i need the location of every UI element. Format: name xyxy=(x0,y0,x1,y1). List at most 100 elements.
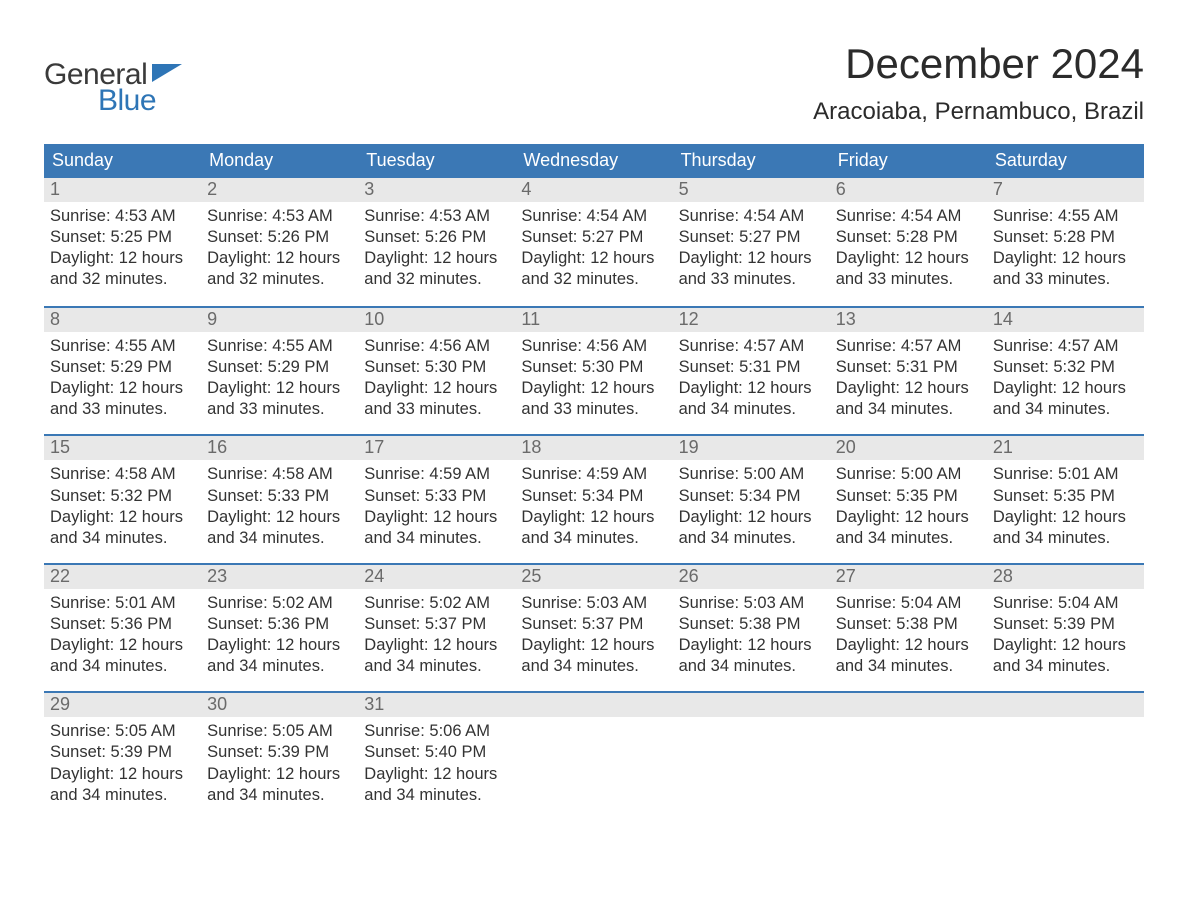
daylight-line1: Daylight: 12 hours xyxy=(50,378,195,399)
day-cell: 26Sunrise: 5:03 AMSunset: 5:38 PMDayligh… xyxy=(673,565,830,691)
sunrise-text: Sunrise: 4:53 AM xyxy=(364,206,509,227)
day-cell: 7Sunrise: 4:55 AMSunset: 5:28 PMDaylight… xyxy=(987,178,1144,306)
daylight-line1: Daylight: 12 hours xyxy=(364,248,509,269)
day-body: Sunrise: 4:56 AMSunset: 5:30 PMDaylight:… xyxy=(358,332,515,434)
daylight-line2: and 34 minutes. xyxy=(679,656,824,677)
daylight-line2: and 34 minutes. xyxy=(364,785,509,806)
daylight-line1: Daylight: 12 hours xyxy=(679,635,824,656)
daylight-line1: Daylight: 12 hours xyxy=(993,378,1138,399)
sunset-text: Sunset: 5:35 PM xyxy=(993,486,1138,507)
sunrise-text: Sunrise: 4:53 AM xyxy=(50,206,195,227)
sunrise-text: Sunrise: 5:06 AM xyxy=(364,721,509,742)
day-cell: 27Sunrise: 5:04 AMSunset: 5:38 PMDayligh… xyxy=(830,565,987,691)
sunrise-text: Sunrise: 5:03 AM xyxy=(679,593,824,614)
day-number: 27 xyxy=(830,565,987,589)
dayname-thursday: Thursday xyxy=(673,144,830,178)
daylight-line1: Daylight: 12 hours xyxy=(993,248,1138,269)
daylight-line2: and 34 minutes. xyxy=(836,528,981,549)
sunrise-text: Sunrise: 4:55 AM xyxy=(993,206,1138,227)
day-body: Sunrise: 4:54 AMSunset: 5:28 PMDaylight:… xyxy=(830,202,987,304)
day-cell xyxy=(673,693,830,819)
day-cell: 31Sunrise: 5:06 AMSunset: 5:40 PMDayligh… xyxy=(358,693,515,819)
sunset-text: Sunset: 5:38 PM xyxy=(836,614,981,635)
day-cell: 12Sunrise: 4:57 AMSunset: 5:31 PMDayligh… xyxy=(673,308,830,434)
day-cell: 13Sunrise: 4:57 AMSunset: 5:31 PMDayligh… xyxy=(830,308,987,434)
day-body: Sunrise: 5:00 AMSunset: 5:34 PMDaylight:… xyxy=(673,460,830,562)
day-body: Sunrise: 4:53 AMSunset: 5:26 PMDaylight:… xyxy=(358,202,515,304)
day-body: Sunrise: 4:56 AMSunset: 5:30 PMDaylight:… xyxy=(515,332,672,434)
sunrise-text: Sunrise: 5:01 AM xyxy=(993,464,1138,485)
sunrise-text: Sunrise: 5:05 AM xyxy=(50,721,195,742)
sunset-text: Sunset: 5:28 PM xyxy=(836,227,981,248)
sunrise-text: Sunrise: 4:57 AM xyxy=(679,336,824,357)
daylight-line1: Daylight: 12 hours xyxy=(50,248,195,269)
month-title: December 2024 xyxy=(813,40,1144,88)
day-body: Sunrise: 4:58 AMSunset: 5:32 PMDaylight:… xyxy=(44,460,201,562)
day-body: Sunrise: 5:04 AMSunset: 5:39 PMDaylight:… xyxy=(987,589,1144,691)
daylight-line2: and 34 minutes. xyxy=(679,399,824,420)
day-number xyxy=(515,693,672,717)
sunrise-text: Sunrise: 5:01 AM xyxy=(50,593,195,614)
day-body: Sunrise: 4:54 AMSunset: 5:27 PMDaylight:… xyxy=(515,202,672,304)
sunset-text: Sunset: 5:26 PM xyxy=(364,227,509,248)
day-number: 25 xyxy=(515,565,672,589)
sunrise-text: Sunrise: 4:59 AM xyxy=(364,464,509,485)
day-body: Sunrise: 4:57 AMSunset: 5:31 PMDaylight:… xyxy=(830,332,987,434)
day-cell: 28Sunrise: 5:04 AMSunset: 5:39 PMDayligh… xyxy=(987,565,1144,691)
day-number: 16 xyxy=(201,436,358,460)
daylight-line2: and 34 minutes. xyxy=(207,656,352,677)
daylight-line1: Daylight: 12 hours xyxy=(521,248,666,269)
daylight-line1: Daylight: 12 hours xyxy=(521,507,666,528)
calendar-grid: Sunday Monday Tuesday Wednesday Thursday… xyxy=(44,144,1144,820)
day-body: Sunrise: 5:06 AMSunset: 5:40 PMDaylight:… xyxy=(358,717,515,819)
sunrise-text: Sunrise: 4:58 AM xyxy=(50,464,195,485)
day-body: Sunrise: 5:02 AMSunset: 5:37 PMDaylight:… xyxy=(358,589,515,691)
day-body: Sunrise: 4:58 AMSunset: 5:33 PMDaylight:… xyxy=(201,460,358,562)
sunset-text: Sunset: 5:29 PM xyxy=(50,357,195,378)
sunrise-text: Sunrise: 4:57 AM xyxy=(836,336,981,357)
day-number: 12 xyxy=(673,308,830,332)
day-number: 29 xyxy=(44,693,201,717)
sunset-text: Sunset: 5:35 PM xyxy=(836,486,981,507)
daylight-line1: Daylight: 12 hours xyxy=(679,248,824,269)
dayname-wednesday: Wednesday xyxy=(515,144,672,178)
day-number xyxy=(673,693,830,717)
day-body: Sunrise: 4:53 AMSunset: 5:25 PMDaylight:… xyxy=(44,202,201,304)
day-cell xyxy=(830,693,987,819)
day-number: 14 xyxy=(987,308,1144,332)
sunset-text: Sunset: 5:37 PM xyxy=(364,614,509,635)
daylight-line2: and 34 minutes. xyxy=(50,785,195,806)
sunrise-text: Sunrise: 4:56 AM xyxy=(364,336,509,357)
day-body: Sunrise: 4:55 AMSunset: 5:29 PMDaylight:… xyxy=(201,332,358,434)
sunset-text: Sunset: 5:26 PM xyxy=(207,227,352,248)
dayname-monday: Monday xyxy=(201,144,358,178)
sunset-text: Sunset: 5:37 PM xyxy=(521,614,666,635)
sunset-text: Sunset: 5:30 PM xyxy=(521,357,666,378)
daylight-line2: and 34 minutes. xyxy=(50,528,195,549)
day-number xyxy=(830,693,987,717)
dayname-friday: Friday xyxy=(830,144,987,178)
day-cell: 17Sunrise: 4:59 AMSunset: 5:33 PMDayligh… xyxy=(358,436,515,562)
daylight-line1: Daylight: 12 hours xyxy=(207,635,352,656)
daylight-line1: Daylight: 12 hours xyxy=(993,635,1138,656)
day-number: 19 xyxy=(673,436,830,460)
day-number: 28 xyxy=(987,565,1144,589)
daylight-line2: and 34 minutes. xyxy=(50,656,195,677)
sunrise-text: Sunrise: 4:54 AM xyxy=(679,206,824,227)
daylight-line2: and 33 minutes. xyxy=(364,399,509,420)
daylight-line2: and 33 minutes. xyxy=(679,269,824,290)
sunset-text: Sunset: 5:28 PM xyxy=(993,227,1138,248)
day-body: Sunrise: 5:00 AMSunset: 5:35 PMDaylight:… xyxy=(830,460,987,562)
daylight-line2: and 34 minutes. xyxy=(993,399,1138,420)
calendar-week: 8Sunrise: 4:55 AMSunset: 5:29 PMDaylight… xyxy=(44,306,1144,434)
day-body: Sunrise: 4:57 AMSunset: 5:32 PMDaylight:… xyxy=(987,332,1144,434)
sunrise-text: Sunrise: 5:05 AM xyxy=(207,721,352,742)
sunset-text: Sunset: 5:31 PM xyxy=(836,357,981,378)
daylight-line2: and 34 minutes. xyxy=(521,528,666,549)
daylight-line2: and 33 minutes. xyxy=(50,399,195,420)
day-cell: 1Sunrise: 4:53 AMSunset: 5:25 PMDaylight… xyxy=(44,178,201,306)
day-body: Sunrise: 5:01 AMSunset: 5:35 PMDaylight:… xyxy=(987,460,1144,562)
day-cell: 25Sunrise: 5:03 AMSunset: 5:37 PMDayligh… xyxy=(515,565,672,691)
day-number: 17 xyxy=(358,436,515,460)
day-number: 11 xyxy=(515,308,672,332)
